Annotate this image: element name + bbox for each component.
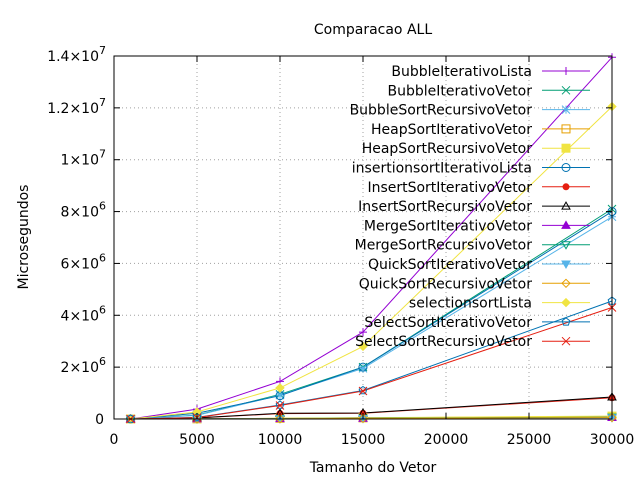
y-tick-label: 1×107 <box>61 148 106 169</box>
data-point <box>561 241 571 250</box>
legend-item: MergeSortRecursivoVetor <box>355 238 590 254</box>
legend-item: InsertSortIterativoVetor <box>367 180 590 196</box>
chart-title: Comparacao ALL <box>314 22 432 38</box>
y-axis-label: Microsegundos <box>16 185 32 290</box>
data-point <box>607 412 617 423</box>
data-point <box>561 85 571 95</box>
y-tick-label: 1.2×107 <box>47 96 106 117</box>
legend-item: MergeSortIterativoVetor <box>364 218 590 234</box>
data-point <box>192 412 202 422</box>
y-tick-label: 6×106 <box>61 251 106 272</box>
x-tick-label: 30000 <box>590 432 635 448</box>
data-point <box>275 413 285 424</box>
y-tick-label: 0 <box>95 412 104 428</box>
x-tick-label: 10000 <box>258 432 303 448</box>
legend-label: HeapSortIterativoVetor <box>371 122 532 138</box>
data-point <box>275 401 285 410</box>
data-point <box>561 336 571 346</box>
data-point <box>275 390 285 400</box>
data-point <box>561 260 571 270</box>
legend-item: QuickSortRecursivoVetor <box>359 276 590 292</box>
legend-label: BubbleIterativoLista <box>391 64 532 80</box>
legend-label: HeapSortRecursivoVetor <box>362 141 533 157</box>
data-point <box>192 414 202 424</box>
data-point <box>562 183 570 191</box>
data-point <box>358 413 368 424</box>
legend-item: SelectSortRecursivoVetor <box>355 334 590 350</box>
x-tick-label: 15000 <box>341 432 386 448</box>
legend-item: InsertSortRecursivoVetor <box>358 199 590 215</box>
legend-label: InsertSortIterativoVetor <box>367 180 532 196</box>
data-point <box>561 220 571 229</box>
legend-label: BubbleSortRecursivoVetor <box>350 103 533 119</box>
data-point <box>275 383 285 393</box>
data-point <box>561 124 571 134</box>
series-line <box>130 397 613 420</box>
data-point <box>561 105 571 114</box>
x-tick-label: 20000 <box>424 432 469 448</box>
legend-item: selectionsortLista <box>409 296 590 312</box>
legend-label: SelectSortRecursivoVetor <box>355 334 532 350</box>
legend-item: SelectSortIterativoVetor <box>364 315 590 331</box>
legend-label: QuickSortIterativoVetor <box>368 257 532 273</box>
legend-item: HeapSortRecursivoVetor <box>362 141 590 157</box>
x-tick-label: 0 <box>110 432 119 448</box>
data-point <box>561 297 571 308</box>
data-point <box>561 201 571 210</box>
legend-item: BubbleSortRecursivoVetor <box>350 103 590 119</box>
y-tick-labels: 0 2×106 4×106 6×106 8×106 1×107 1.2×107 1.4×107 <box>47 44 106 428</box>
legend-label: BubbleIterativoVetor <box>388 83 533 99</box>
y-tick-label: 1.4×107 <box>47 44 106 65</box>
legend-label: QuickSortRecursivoVetor <box>359 276 533 292</box>
legend-item: HeapSortIterativoVetor <box>371 122 590 138</box>
legend-item: BubbleIterativoVetor <box>388 83 590 99</box>
data-point <box>275 400 285 409</box>
legend-item: insertionsortIterativoLista <box>352 161 590 177</box>
data-point <box>561 278 571 289</box>
data-point <box>561 163 571 172</box>
legend-label: InsertSortRecursivoVetor <box>358 199 532 215</box>
data-point <box>126 414 135 423</box>
legend-label: insertionsortIterativoLista <box>352 161 532 177</box>
data-point <box>358 364 368 373</box>
legend-label: selectionsortLista <box>409 296 532 312</box>
x-tick-labels: 0 5000 10000 15000 20000 25000 30000 <box>110 432 635 448</box>
legend-item: BubbleIterativoLista <box>391 64 590 80</box>
axis-ticks <box>113 55 613 420</box>
x-axis-label: Tamanho do Vetor <box>309 460 437 476</box>
data-point <box>358 362 368 372</box>
y-tick-label: 2×106 <box>61 355 106 376</box>
data-point <box>359 328 367 337</box>
x-tick-label: 5000 <box>179 432 215 448</box>
data-point <box>561 317 571 326</box>
legend-label: MergeSortRecursivoVetor <box>355 238 533 254</box>
data-point <box>358 341 368 352</box>
legend-item: QuickSortIterativoVetor <box>368 257 590 273</box>
x-tick-label: 25000 <box>507 432 552 448</box>
legend-label: MergeSortIterativoVetor <box>364 218 532 234</box>
y-tick-label: 4×106 <box>61 303 106 324</box>
series-line <box>130 396 613 420</box>
data-point <box>561 143 571 153</box>
data-point <box>562 67 570 75</box>
legend: BubbleIterativoLista BubbleIterativoVetor… <box>350 64 590 350</box>
data-point <box>358 386 368 396</box>
legend-label: SelectSortIterativoVetor <box>364 315 532 331</box>
y-tick-label: 8×106 <box>61 200 106 221</box>
data-point <box>358 385 368 395</box>
